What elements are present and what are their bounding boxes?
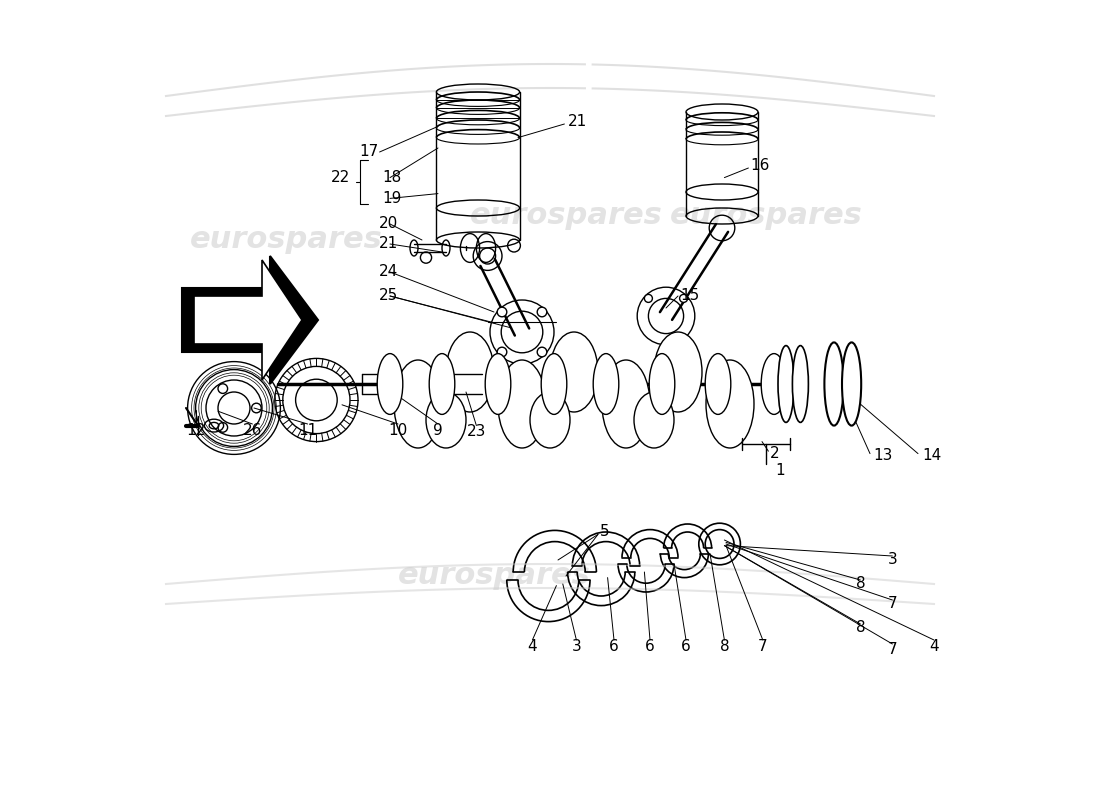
Text: 10: 10 (388, 423, 408, 438)
Text: 3: 3 (888, 553, 898, 567)
Circle shape (645, 294, 652, 302)
Text: 26: 26 (243, 423, 262, 438)
Ellipse shape (649, 354, 674, 414)
Ellipse shape (778, 346, 794, 422)
Ellipse shape (530, 392, 570, 448)
Ellipse shape (485, 354, 510, 414)
Ellipse shape (792, 346, 808, 422)
Ellipse shape (706, 360, 754, 448)
Text: 21: 21 (568, 114, 587, 129)
Text: 4: 4 (930, 639, 938, 654)
Text: 13: 13 (873, 449, 892, 463)
Text: 6: 6 (645, 639, 654, 654)
Text: 22: 22 (331, 170, 350, 185)
Text: 7: 7 (888, 642, 898, 657)
Text: 4: 4 (528, 639, 537, 654)
Text: 12: 12 (187, 423, 206, 438)
Ellipse shape (705, 354, 730, 414)
Ellipse shape (634, 392, 674, 448)
Circle shape (537, 347, 547, 357)
Text: 21: 21 (378, 237, 398, 251)
Ellipse shape (541, 354, 567, 414)
Text: 7: 7 (758, 639, 768, 654)
Text: 8: 8 (719, 639, 729, 654)
Circle shape (218, 384, 228, 394)
Text: 24: 24 (378, 265, 398, 279)
Ellipse shape (550, 332, 598, 412)
Circle shape (252, 403, 261, 413)
Text: 16: 16 (750, 158, 769, 173)
Text: 8: 8 (856, 577, 866, 591)
Text: 1: 1 (776, 463, 785, 478)
Ellipse shape (654, 332, 702, 412)
Ellipse shape (824, 342, 844, 426)
Circle shape (218, 422, 228, 432)
Text: 19: 19 (382, 191, 402, 206)
Text: 17: 17 (360, 145, 378, 159)
Polygon shape (182, 256, 318, 384)
Ellipse shape (602, 360, 650, 448)
Text: eurospares: eurospares (470, 202, 662, 230)
Text: 8: 8 (856, 621, 866, 635)
Ellipse shape (498, 360, 546, 448)
Text: 23: 23 (466, 425, 486, 439)
Text: 25: 25 (378, 289, 398, 303)
Ellipse shape (761, 354, 786, 414)
Text: 3: 3 (572, 639, 581, 654)
Ellipse shape (446, 332, 494, 412)
Text: 5: 5 (600, 524, 609, 538)
Text: 2: 2 (770, 446, 780, 461)
Ellipse shape (426, 392, 466, 448)
Circle shape (497, 347, 507, 357)
Ellipse shape (394, 360, 442, 448)
Ellipse shape (593, 354, 619, 414)
Ellipse shape (429, 354, 454, 414)
Text: 11: 11 (298, 423, 317, 438)
Text: eurospares: eurospares (670, 202, 862, 230)
Text: eurospares: eurospares (189, 226, 383, 254)
Text: 20: 20 (378, 217, 398, 231)
Circle shape (680, 294, 688, 302)
Text: 6: 6 (681, 639, 691, 654)
Text: 7: 7 (888, 597, 898, 611)
Ellipse shape (377, 354, 403, 414)
Text: 9: 9 (433, 423, 443, 438)
Text: 18: 18 (382, 170, 402, 185)
Text: 14: 14 (922, 449, 942, 463)
Text: eurospares: eurospares (397, 562, 591, 590)
Ellipse shape (842, 342, 861, 426)
Text: 15: 15 (681, 289, 700, 303)
Polygon shape (194, 260, 302, 380)
Circle shape (497, 307, 507, 317)
Text: 6: 6 (609, 639, 619, 654)
Circle shape (537, 307, 547, 317)
